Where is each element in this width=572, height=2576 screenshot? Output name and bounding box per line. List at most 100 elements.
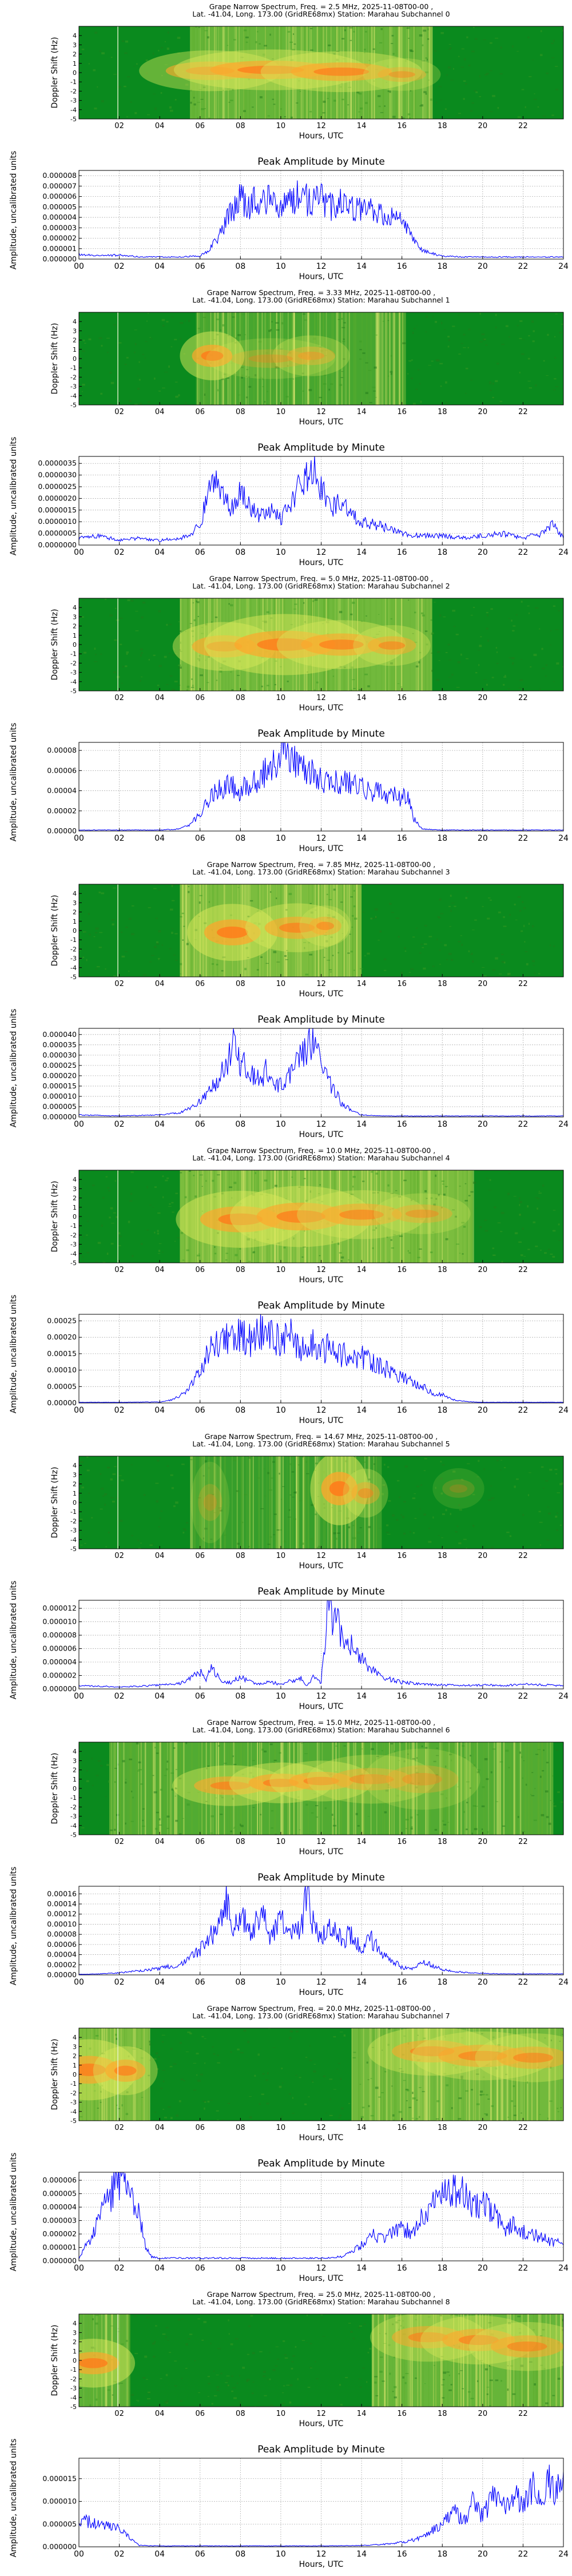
- noise-speckle: [171, 932, 173, 935]
- noise-speckle: [412, 1497, 416, 1500]
- noise-speckle: [525, 106, 526, 109]
- spectral-streak: [447, 1170, 448, 1263]
- noise-speckle: [408, 2106, 412, 2108]
- spectral-streak: [421, 598, 423, 691]
- x-axis-label: Hours, UTC: [299, 1988, 344, 1997]
- spectral-streak: [383, 2028, 384, 2121]
- noise-speckle: [261, 657, 264, 658]
- noise-speckle: [416, 928, 418, 929]
- noise-speckle: [463, 80, 466, 82]
- spectrogram-panel-10: Grape Narrow Spectrum, Freq. = 14.67 MHz…: [50, 1432, 564, 1571]
- spectral-streak: [292, 312, 293, 405]
- noise-speckle: [414, 642, 418, 643]
- spectral-streak: [258, 1456, 259, 1549]
- noise-speckle: [295, 2074, 297, 2076]
- noise-speckle: [366, 2061, 368, 2064]
- noise-speckle: [495, 957, 498, 960]
- spectral-streak: [127, 2314, 128, 2407]
- spectral-streak: [553, 2028, 555, 2121]
- noise-speckle: [557, 2378, 561, 2380]
- spectral-streak: [460, 2314, 462, 2407]
- spectral-streak: [459, 2028, 461, 2121]
- noise-speckle: [276, 329, 280, 331]
- noise-speckle: [527, 605, 530, 607]
- noise-speckle: [223, 660, 227, 663]
- y-tick-label: -2: [70, 659, 77, 667]
- noise-speckle: [275, 322, 279, 324]
- noise-speckle: [482, 967, 485, 968]
- noise-speckle: [152, 1775, 154, 1776]
- noise-speckle: [128, 917, 132, 920]
- noise-speckle: [541, 1814, 545, 1816]
- noise-speckle: [120, 931, 123, 933]
- noise-speckle: [106, 337, 110, 339]
- x-tick-label: 08: [235, 262, 245, 271]
- spectral-streak: [280, 1456, 282, 1549]
- noise-speckle: [445, 1509, 447, 1512]
- noise-speckle: [194, 2360, 196, 2362]
- spectral-streak: [148, 1742, 150, 1835]
- noise-speckle: [427, 2316, 431, 2318]
- noise-speckle: [255, 41, 257, 43]
- noise-speckle: [364, 102, 368, 104]
- spectral-streak: [388, 1742, 391, 1835]
- noise-speckle: [341, 38, 345, 40]
- y-tick-label: 0.00004: [47, 786, 77, 795]
- spectral-streak: [491, 2314, 492, 2407]
- noise-speckle: [520, 2364, 524, 2367]
- x-tick-label: 16: [397, 408, 407, 416]
- noise-speckle: [460, 66, 464, 68]
- x-tick-label: 06: [195, 1406, 205, 1415]
- spectral-streak: [371, 2028, 372, 2121]
- spectral-streak: [423, 2028, 425, 2121]
- noise-speckle: [520, 659, 523, 660]
- x-tick-label: 22: [518, 2264, 529, 2273]
- noise-speckle: [556, 662, 559, 665]
- noise-speckle: [403, 2080, 406, 2081]
- noise-speckle: [154, 1747, 156, 1748]
- noise-speckle: [457, 661, 460, 663]
- spectral-streak: [348, 312, 350, 405]
- noise-speckle: [559, 2041, 561, 2042]
- noise-speckle: [128, 1221, 130, 1223]
- spectral-streak: [476, 2314, 478, 2407]
- noise-speckle: [503, 916, 505, 919]
- x-tick-label: 04: [155, 122, 165, 130]
- noise-speckle: [448, 49, 451, 50]
- noise-speckle: [174, 653, 178, 654]
- hotspot: [351, 1482, 380, 1505]
- noise-speckle: [470, 110, 473, 112]
- y-tick-label: 0.00000: [47, 826, 77, 835]
- noise-speckle: [348, 2119, 351, 2121]
- marker-column: [117, 598, 119, 691]
- noise-speckle: [146, 320, 148, 322]
- x-tick-label: 14: [357, 408, 367, 416]
- noise-speckle: [499, 400, 503, 402]
- spectral-streak: [468, 1170, 470, 1263]
- noise-speckle: [495, 380, 498, 383]
- noise-speckle: [479, 75, 480, 78]
- spectral-streak: [516, 2028, 518, 2121]
- noise-speckle: [474, 1828, 478, 1830]
- noise-speckle: [303, 941, 307, 944]
- x-tick-label: 12: [316, 262, 327, 271]
- y-tick-label: 0.0000000: [38, 540, 77, 549]
- spectrogram-panel-16: Grape Narrow Spectrum, Freq. = 25.0 MHz,…: [50, 2290, 564, 2428]
- noise-speckle: [106, 1253, 109, 1255]
- noise-speckle: [290, 59, 294, 61]
- noise-speckle: [368, 2105, 370, 2108]
- y-tick-label: -4: [70, 2394, 77, 2402]
- noise-speckle: [134, 2353, 138, 2354]
- noise-speckle: [304, 621, 306, 623]
- spectral-streak: [394, 2028, 395, 2121]
- noise-speckle: [439, 898, 442, 901]
- noise-speckle: [423, 1513, 427, 1516]
- x-tick-label: 02: [114, 2410, 124, 2418]
- noise-speckle: [399, 1235, 403, 1237]
- y-tick-label: -5: [70, 116, 77, 123]
- noise-speckle: [260, 377, 262, 379]
- x-tick-label: 24: [558, 2550, 569, 2559]
- noise-speckle: [442, 1183, 444, 1185]
